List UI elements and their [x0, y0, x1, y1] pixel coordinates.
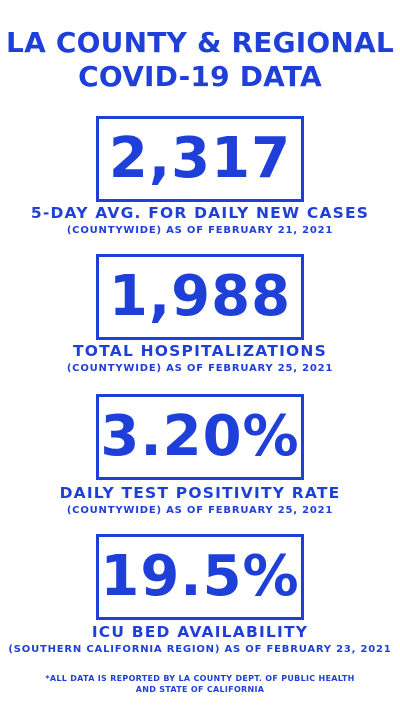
new-cases-value: 2,317	[108, 126, 292, 191]
icu-availability-label: ICU BED AVAILABILITY	[91, 623, 309, 641]
new-cases-box: 2,317	[96, 116, 304, 202]
positivity-rate-date: (COUNTYWIDE) AS OF FEBRUARY 25, 2021	[66, 505, 334, 516]
icu-availability-box: 19.5%	[96, 534, 304, 620]
footnote-line-1: *ALL DATA IS REPORTED BY LA COUNTY DEPT.…	[45, 674, 355, 683]
hospitalizations-label: TOTAL HOSPITALIZATIONS	[73, 342, 327, 360]
positivity-rate-box: 3.20%	[96, 394, 304, 480]
icu-availability-date: (SOUTHERN CALIFORNIA REGION) AS OF FEBRU…	[8, 644, 392, 655]
new-cases-label: 5-DAY AVG. FOR DAILY NEW CASES	[30, 204, 370, 222]
positivity-rate-label: DAILY TEST POSITIVITY RATE	[59, 484, 341, 502]
hospitalizations-box: 1,988	[96, 254, 304, 340]
hospitalizations-date: (COUNTYWIDE) AS OF FEBRUARY 25, 2021	[66, 363, 334, 374]
page-title-line-2: COVID-19 DATA	[78, 60, 322, 93]
positivity-rate-value: 3.20%	[100, 404, 300, 469]
page-title-line-1: LA COUNTY & REGIONAL	[6, 26, 394, 59]
hospitalizations-value: 1,988	[108, 264, 292, 329]
footnote-line-2: AND STATE OF CALIFORNIA	[135, 685, 265, 694]
icu-availability-value: 19.5%	[100, 544, 300, 609]
new-cases-date: (COUNTYWIDE) AS OF FEBRUARY 21, 2021	[66, 225, 334, 236]
